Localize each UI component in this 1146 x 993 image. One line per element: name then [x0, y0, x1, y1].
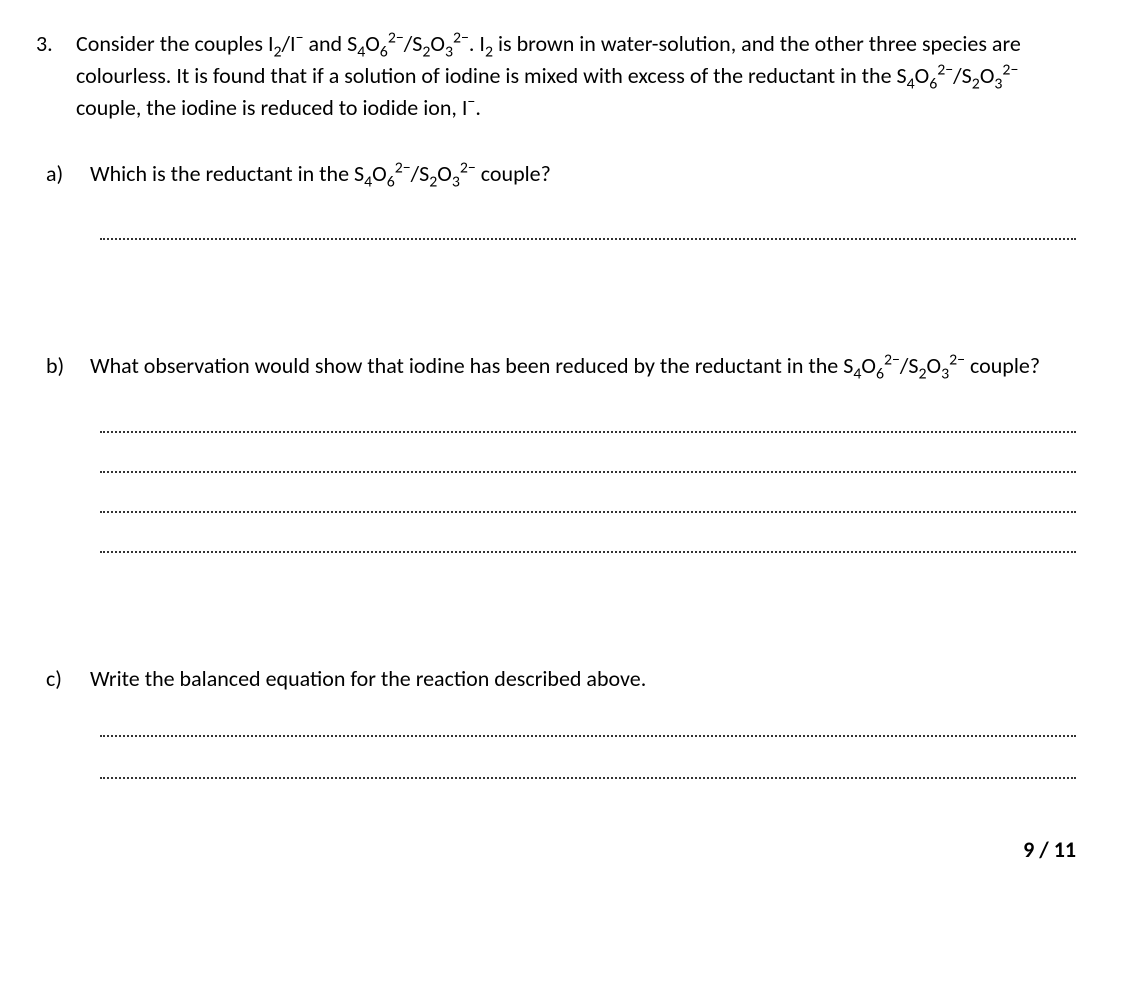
parts-container: a)Which is the reductant in the S4O62−/S…: [36, 158, 1086, 780]
part-label: c): [36, 663, 90, 695]
part-label: a): [36, 158, 90, 190]
part-prompt: Write the balanced equation for the reac…: [90, 663, 1086, 695]
answer-line: [100, 238, 1076, 240]
answer-area: [100, 735, 1076, 779]
answer-line: [100, 551, 1076, 553]
answer-line: [100, 511, 1076, 513]
answer-area: [100, 431, 1076, 553]
question-intro: Consider the couples I2/I− and S4O62−/S2…: [76, 28, 1086, 124]
answer-line: [100, 735, 1076, 737]
page-number: 9 / 11: [1023, 836, 1076, 863]
part-prompt: Which is the reductant in the S4O62−/S2O…: [90, 158, 1086, 190]
answer-area: [100, 238, 1076, 240]
answer-line: [100, 777, 1076, 779]
question-part: a)Which is the reductant in the S4O62−/S…: [36, 158, 1086, 190]
question-part: c)Write the balanced equation for the re…: [36, 663, 1086, 695]
question-number: 3.: [36, 28, 76, 60]
answer-line: [100, 471, 1076, 473]
part-prompt: What observation would show that iodine …: [90, 350, 1086, 382]
part-label: b): [36, 350, 90, 382]
question-part: b)What observation would show that iodin…: [36, 350, 1086, 382]
question-block: 3. Consider the couples I2/I− and S4O62−…: [36, 28, 1086, 124]
answer-line: [100, 431, 1076, 433]
worksheet-page: 3. Consider the couples I2/I− and S4O62−…: [0, 0, 1146, 993]
